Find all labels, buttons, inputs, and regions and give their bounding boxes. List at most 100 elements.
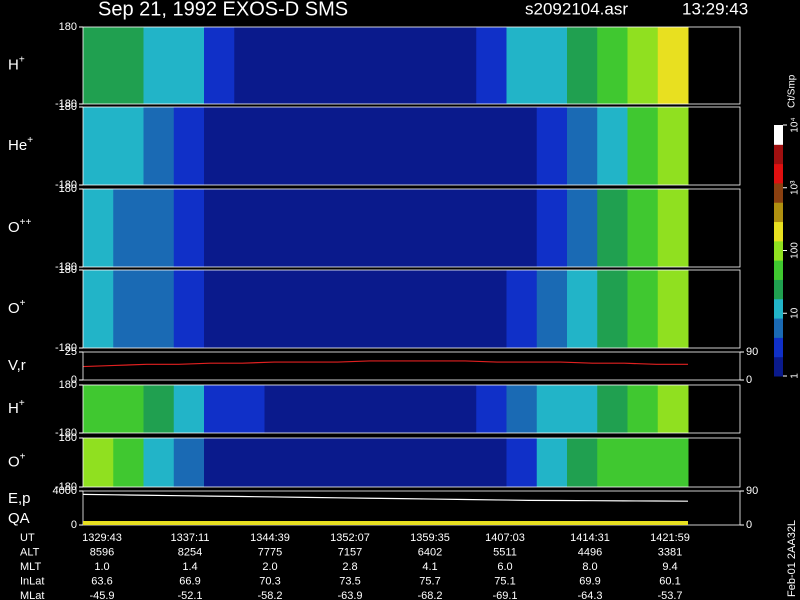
heatmap-cell (567, 189, 598, 267)
heatmap-cell (83, 385, 114, 433)
colorbar-tick-label: 10⁴ (790, 117, 800, 132)
panel-label-text: H (8, 400, 19, 417)
data-line (82, 360, 688, 368)
colorbar-swatch (774, 202, 783, 223)
heatmap-cell (385, 385, 417, 433)
y-tick-label: 180 (59, 379, 77, 391)
heatmap-cell (657, 270, 689, 348)
heatmap-cell (264, 438, 296, 487)
panel-label-sup: + (19, 54, 25, 65)
table-cell: 75.1 (494, 575, 515, 587)
heatmap-cell (355, 438, 386, 487)
y2-tick-label: 90 (746, 485, 758, 497)
heatmap-cell (597, 107, 628, 185)
colorbar-swatch (774, 298, 783, 319)
heatmap-cell (506, 27, 538, 104)
table-cell: -53.7 (657, 590, 682, 600)
heatmap-cell (143, 438, 175, 487)
table-cell: -69.1 (492, 590, 517, 600)
chart-title: Sep 21, 1992 EXOS-D SMS (98, 0, 348, 20)
heatmap-cell (415, 107, 447, 185)
panel-label-sup: + (20, 298, 26, 309)
heatmap-cell (657, 438, 689, 487)
table-cell: 9.4 (662, 561, 677, 573)
panel-label-text: O (8, 453, 20, 470)
heatmap-cell (234, 438, 265, 487)
table-cell: 1329:43 (82, 532, 122, 544)
heatmap-cell (204, 270, 235, 348)
heatmap-cell (173, 107, 205, 185)
heatmap-cell (567, 107, 598, 185)
data-line (82, 493, 689, 502)
heatmap-cell (113, 270, 144, 348)
panel-frame (82, 437, 741, 488)
table-cell: 75.7 (419, 575, 440, 587)
table-row-label: InLat (20, 575, 44, 587)
y-tick-label: 180 (59, 432, 77, 444)
heatmap-cell (446, 385, 477, 433)
heatmap-cell (506, 107, 538, 185)
heatmap-cell (446, 438, 477, 487)
heatmap-cell (173, 27, 205, 104)
heatmap-cell (294, 438, 326, 487)
heatmap-cell (536, 27, 568, 104)
heatmap-cell (476, 270, 507, 348)
y-tick-label: -180 (55, 179, 77, 191)
heatmap-cell (627, 270, 659, 348)
heatmap-cell (264, 107, 296, 185)
heatmap-cell (173, 385, 205, 433)
heatmap-cell (597, 385, 628, 433)
heatmap-cell (657, 27, 689, 104)
heatmap-cell (657, 107, 689, 185)
heatmap-cell (567, 438, 598, 487)
panel-frame (82, 351, 741, 381)
qa-strip (83, 521, 688, 525)
table-cell: 5511 (493, 546, 517, 558)
heatmap-cell (415, 438, 447, 487)
heatmap-cell (234, 189, 265, 267)
colorbar-swatch (774, 240, 783, 261)
heatmap-cell (204, 385, 235, 433)
table-cell: -63.9 (337, 590, 362, 600)
table-cell: -52.1 (177, 590, 202, 600)
heatmap-cell (627, 438, 659, 487)
table-cell: 63.6 (91, 575, 112, 587)
panel-label-sup: + (20, 451, 26, 462)
heatmap-cell (506, 270, 538, 348)
heatmap-cell (385, 107, 417, 185)
heatmap-cell (627, 27, 659, 104)
table-cell: -45.9 (89, 590, 114, 600)
colorbar-swatch (774, 279, 783, 300)
heatmap-cell (567, 27, 598, 104)
table-cell: 69.9 (579, 575, 600, 587)
file-name: s2092104.asr (525, 0, 628, 18)
colorbar-swatch (774, 144, 783, 165)
table-cell: -58.2 (257, 590, 282, 600)
table-cell: 73.5 (339, 575, 360, 587)
panel-label-2: QA (8, 510, 30, 527)
heatmap-cell (385, 27, 417, 104)
y-tick-label: -180 (55, 261, 77, 273)
heatmap-cell (234, 27, 265, 104)
heatmap-cell (415, 385, 447, 433)
panel-label-text: H (8, 56, 19, 73)
panel-label-text: E,p (8, 490, 31, 507)
heatmap-cell (325, 270, 356, 348)
panel-label-text: He (8, 137, 27, 154)
heatmap-cell (204, 107, 235, 185)
heatmap-cell (83, 270, 114, 348)
heatmap-cell (446, 107, 477, 185)
heatmap-cell (536, 189, 568, 267)
heatmap-cell (173, 438, 205, 487)
heatmap-cell (173, 189, 205, 267)
heatmap-cell (325, 27, 356, 104)
heatmap-cell (446, 189, 477, 267)
heatmap-cell (113, 385, 144, 433)
table-cell: 60.1 (659, 575, 680, 587)
heatmap-cell (294, 189, 326, 267)
panel-label: O++ (8, 217, 32, 236)
panel-label-sup: + (19, 398, 25, 409)
heatmap-cell (113, 107, 144, 185)
y2-tick-label: 0 (746, 519, 752, 531)
heatmap-cell (143, 27, 175, 104)
